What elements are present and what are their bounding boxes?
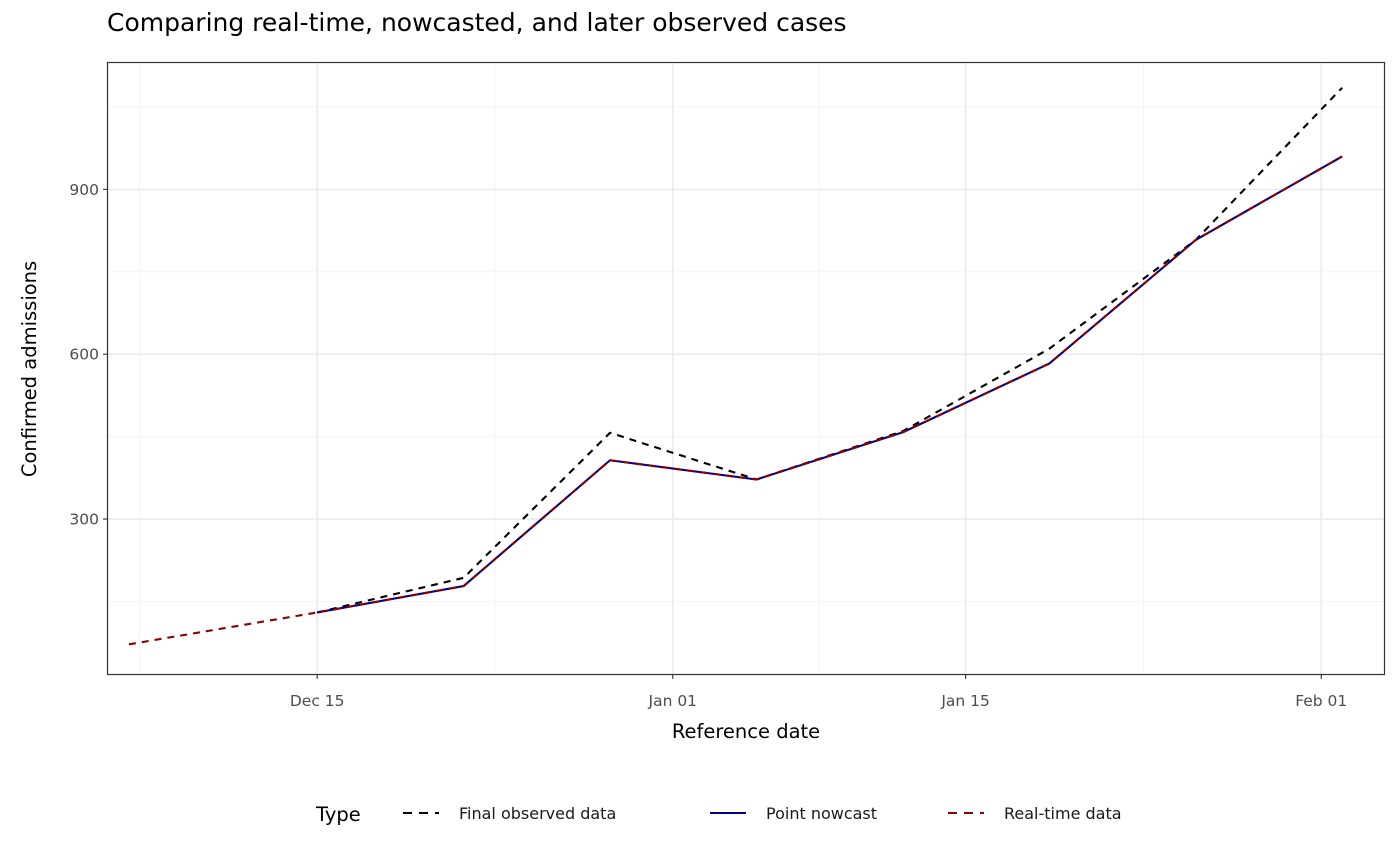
x-axis-title: Reference date bbox=[672, 720, 820, 743]
y-tick-label: 900 bbox=[69, 181, 99, 199]
series-line-point-nowcast bbox=[316, 155, 1343, 614]
x-tick-label: Jan 15 bbox=[940, 692, 990, 710]
x-tick-label: Dec 15 bbox=[290, 692, 345, 710]
x-tick-label: Feb 01 bbox=[1295, 692, 1347, 710]
series-line-final-observed-data bbox=[316, 87, 1343, 614]
y-tick-label: 300 bbox=[69, 511, 99, 529]
legend-label: Real-time data bbox=[1004, 804, 1122, 823]
legend-label: Final observed data bbox=[459, 804, 616, 823]
x-tick-label: Jan 01 bbox=[648, 692, 698, 710]
legend-title: Type bbox=[315, 803, 361, 826]
chart-title: Comparing real-time, nowcasted, and late… bbox=[107, 8, 847, 37]
y-axis-title: Confirmed admissions bbox=[18, 261, 41, 477]
major-gridlines bbox=[108, 63, 1384, 674]
legend-label: Point nowcast bbox=[766, 804, 877, 823]
series-line-real-time-data bbox=[128, 155, 1343, 646]
y-axis-ticks: 300 600 900 bbox=[69, 181, 108, 529]
minor-gridlines bbox=[108, 63, 1384, 674]
x-axis-ticks: Dec 15 Jan 01 Jan 15 Feb 01 bbox=[290, 674, 1347, 710]
series-lines bbox=[128, 87, 1343, 646]
y-tick-label: 600 bbox=[69, 346, 99, 364]
plot-panel-border bbox=[106, 61, 1386, 676]
legend: Type Final observed data Point nowcast Real… bbox=[315, 803, 1122, 826]
